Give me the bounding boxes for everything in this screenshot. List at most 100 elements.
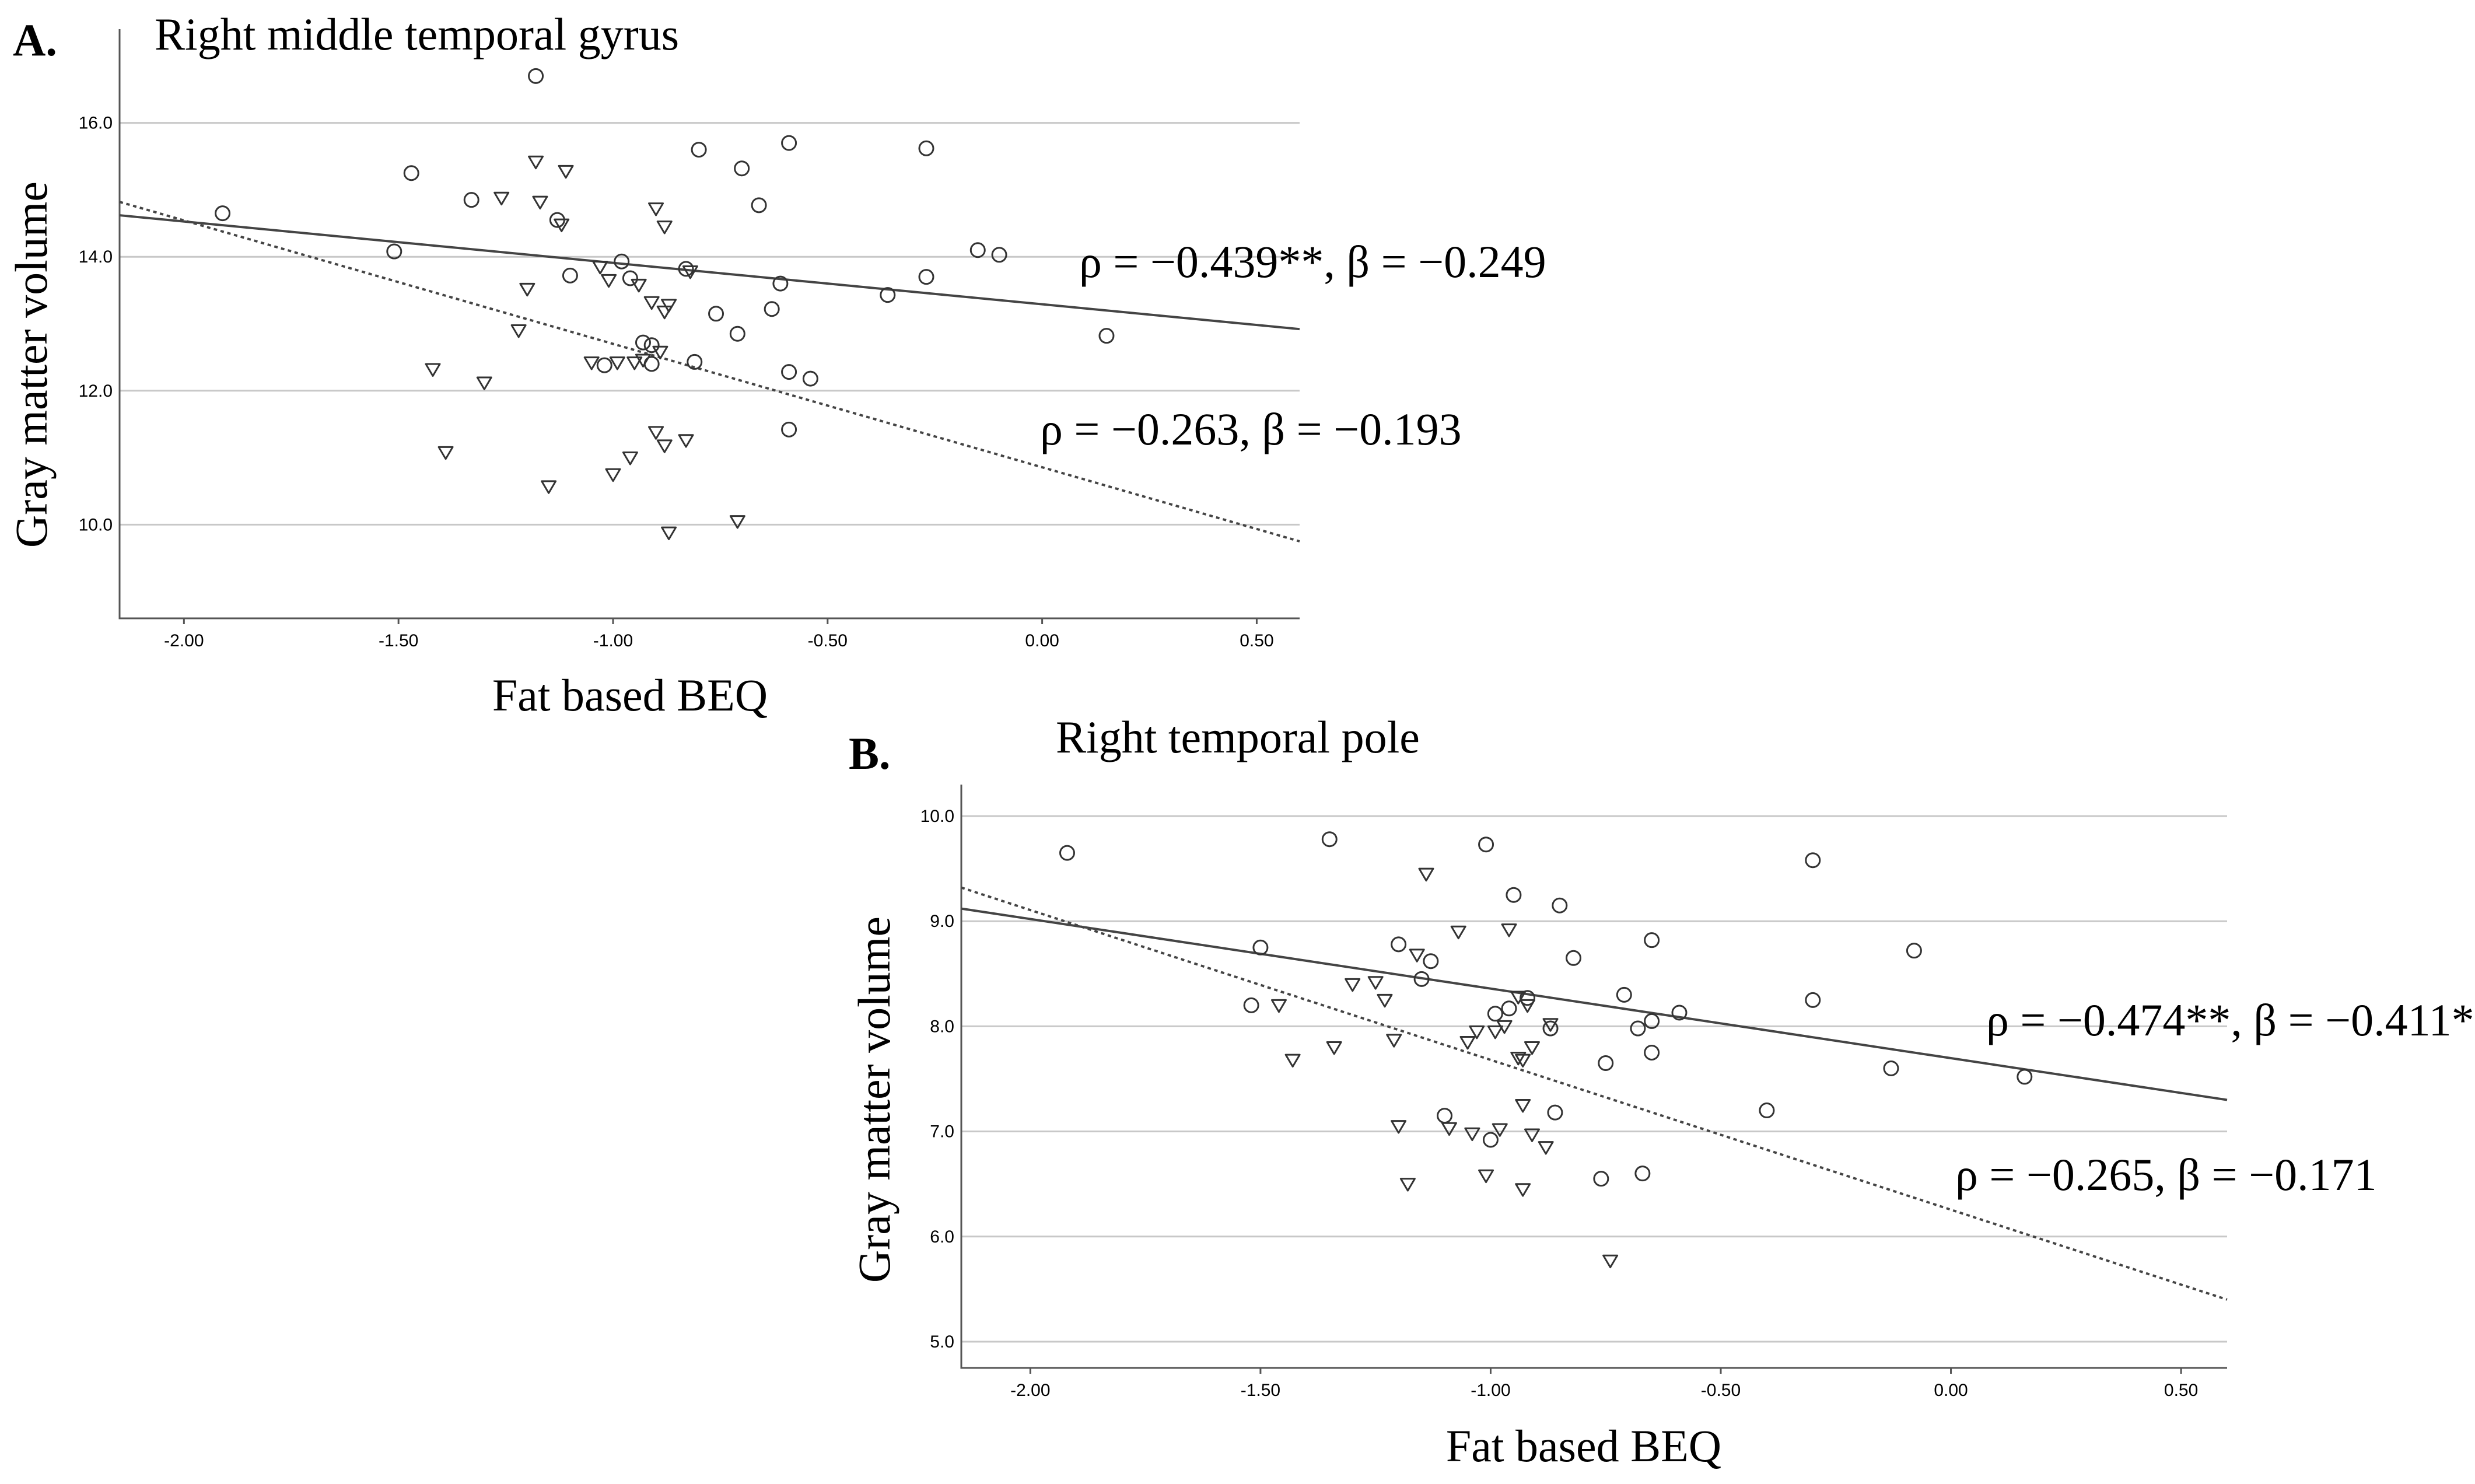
panel-b-point-triangle (1496, 1020, 1513, 1034)
panel-a-point-triangle (729, 515, 745, 529)
panel-a-point-circle (622, 270, 638, 286)
panel-a-point-triangle (656, 305, 673, 320)
panel-a-y-tick-label: 10.0 (79, 515, 113, 534)
panel-a-point-triangle (635, 354, 651, 368)
panel-b-point-circle (1391, 936, 1407, 953)
panel-a-fit-line-circles (119, 214, 1300, 331)
panel-a-point-circle (386, 243, 402, 260)
panel-a-point-circle (635, 334, 651, 351)
panel-b-point-circle (1321, 831, 1338, 848)
panel-a-point-triangle (437, 446, 454, 460)
panel-b-point-triangle (1478, 1169, 1494, 1184)
panel-b-annotation-circles: ρ = −0.474**, β = −0.411* (1986, 995, 2474, 1045)
panel-a-point-circle (463, 192, 479, 208)
panel-a-point-circle (562, 267, 578, 284)
panel-b-point-triangle (1524, 1041, 1540, 1055)
panel-a-point-circle (691, 142, 707, 158)
panel-b-point-triangle (1515, 1099, 1531, 1113)
panel-b-x-tick-label: -1.00 (1471, 1381, 1510, 1400)
panel-a-point-triangle (519, 282, 535, 297)
panel-a-point-triangle (648, 426, 664, 440)
panel-b-point-circle (1759, 1102, 1775, 1119)
panel-a-point-circle (781, 364, 797, 380)
panel-b-point-triangle (1487, 1025, 1503, 1040)
panel-b-point-circle (1252, 939, 1269, 956)
panel-b-point-triangle (1510, 1051, 1527, 1066)
panel-b-fit-line-circles (961, 907, 2228, 1101)
panel-b-plot: 5.0 6.0 7.0 8.0 9.0 10.0 -2.00 -1.50 -1.00 -0.50 0… (920, 785, 2228, 1400)
panel-a-x-tick-label: -0.50 (808, 631, 848, 650)
panel-a-point-triangle (652, 345, 668, 360)
panel-a-point-triangle (592, 260, 608, 275)
panel-b-point-circle (1413, 971, 1430, 987)
panel-a-point-triangle (558, 164, 574, 179)
panel-b-point-circle (1243, 997, 1259, 1013)
panel-a-point-circle (751, 197, 767, 214)
panel-a-x-tick-label: -1.50 (379, 631, 418, 650)
panel-a-axes (118, 29, 1300, 620)
panel-b-x-tick-label: 0.00 (1934, 1381, 1968, 1400)
panel-a-point-circle (215, 205, 231, 222)
panel-a-point-circle (528, 68, 544, 84)
panel-a-point-triangle (425, 363, 441, 377)
panel-b-y-tick-label: 5.0 (930, 1332, 954, 1352)
panel-b-point-circle (1059, 845, 1075, 861)
panel-b-point-triangle (1377, 993, 1393, 1008)
panel-a-point-circle (802, 370, 818, 387)
panel-b-point-circle (1547, 1104, 1563, 1121)
panel-b-point-triangle (1345, 978, 1361, 992)
panel-a-point-triangle (678, 434, 694, 448)
panel-a-point-circle (708, 306, 724, 322)
panel-a-point-triangle (661, 526, 677, 540)
panel-a-plot: 10.0 12.0 14.0 16.0 -2.00 -1.50 -1.00 -0.50 0.00… (79, 29, 1300, 650)
panel-b-point-circle (1482, 1132, 1499, 1148)
panel-b-point-triangle (1399, 1178, 1416, 1192)
panel-a-point-triangle (528, 155, 544, 170)
panel-a-x-tick-label: -1.00 (593, 631, 633, 650)
panel-b-point-circle (1644, 932, 1660, 949)
panel-a-fit-line-triangles (119, 201, 1300, 542)
panel-a-y-tick-label: 16.0 (79, 114, 113, 133)
panel-b-point-circle (1644, 1044, 1660, 1060)
panel-b-point-triangle (1270, 999, 1287, 1013)
panel-b-point-circle (1805, 992, 1821, 1008)
panel-b-point-triangle (1284, 1054, 1301, 1068)
panel-b-point-triangle (1542, 1018, 1559, 1032)
panel-b-point-circle (1805, 852, 1821, 869)
panel-a-point-triangle (643, 296, 660, 310)
panel-a-point-circle (781, 135, 797, 151)
panel-b-point-circle (1644, 1013, 1660, 1029)
panel-a-point-circle (596, 357, 612, 373)
panel-a-point-circle (991, 247, 1007, 263)
panel-a-point-triangle (661, 299, 677, 313)
panel-a-point-circle (729, 326, 745, 342)
panel-a-point-circle (781, 421, 797, 438)
panel-b-title: Right temporal pole (1056, 712, 1420, 762)
panel-a-x-tick-label: 0.00 (1025, 631, 1059, 650)
panel-a-point-circle (764, 301, 780, 317)
panel-a-point-circle (734, 160, 750, 177)
panel-b-point-triangle (1367, 976, 1384, 990)
panel-a-point-triangle (541, 480, 557, 494)
panel-b-point-triangle (1441, 1122, 1457, 1136)
panel-b-point-circle (1506, 887, 1522, 903)
panel-a-point-triangle (583, 356, 600, 370)
panel-a-xlabel: Fat based BEQ (492, 670, 768, 720)
panel-b-point-circle (1616, 986, 1632, 1003)
panel-b: B. Right temporal pole Gray matter volum… (849, 712, 2474, 1471)
panel-a-point-triangle (682, 265, 698, 279)
panel-a-point-circle (643, 337, 660, 354)
panel-a-point-triangle (476, 376, 492, 390)
panel-a-ylabel: Gray matter volume (6, 181, 57, 548)
panel-b-point-triangle (1515, 1183, 1531, 1197)
panel-b-point-triangle (1520, 999, 1536, 1013)
panel-b-point-circle (1598, 1055, 1614, 1071)
panel-b-point-triangle (1386, 1034, 1402, 1048)
panel-a-point-triangle (631, 278, 647, 293)
panel-b-point-triangle (1501, 923, 1517, 937)
panel-b-point-circle (1671, 1005, 1688, 1021)
panel-b-point-circle (1542, 1020, 1559, 1037)
panel-b-point-triangle (1391, 1120, 1407, 1134)
panel-b-point-triangle (1538, 1141, 1554, 1155)
